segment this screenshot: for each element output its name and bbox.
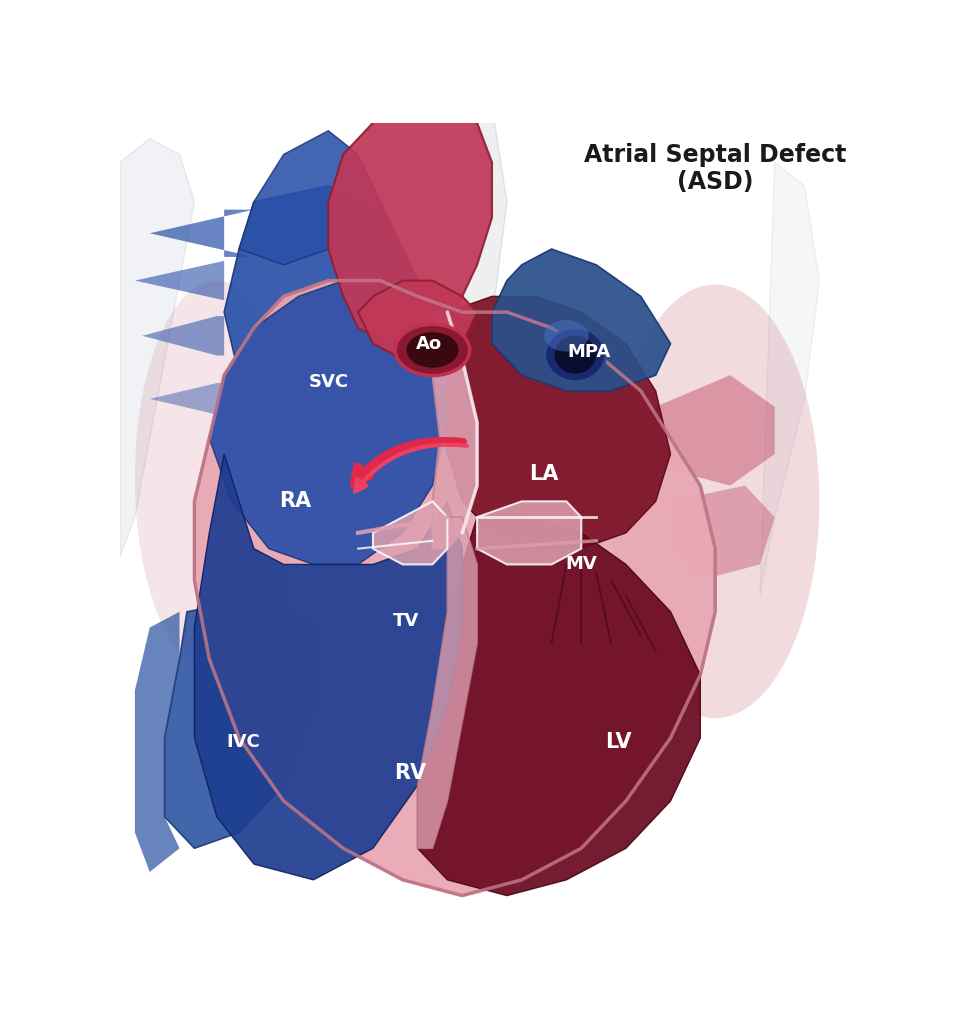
- Text: IVC: IVC: [226, 733, 259, 751]
- Polygon shape: [239, 131, 388, 265]
- Ellipse shape: [544, 319, 588, 351]
- Text: MPA: MPA: [567, 343, 611, 360]
- Text: RV: RV: [395, 763, 426, 783]
- Polygon shape: [358, 108, 507, 423]
- Polygon shape: [372, 502, 447, 564]
- Polygon shape: [150, 210, 253, 257]
- Polygon shape: [150, 383, 225, 415]
- Polygon shape: [165, 596, 313, 848]
- Ellipse shape: [545, 328, 606, 382]
- Polygon shape: [670, 485, 775, 581]
- Text: SVC: SVC: [308, 373, 348, 390]
- Polygon shape: [194, 454, 463, 880]
- Text: LA: LA: [529, 464, 559, 483]
- Polygon shape: [209, 281, 447, 564]
- Polygon shape: [477, 502, 581, 564]
- Polygon shape: [194, 281, 715, 896]
- Polygon shape: [418, 517, 477, 848]
- Polygon shape: [120, 138, 194, 557]
- Text: MV: MV: [565, 555, 597, 573]
- Ellipse shape: [396, 325, 469, 376]
- Polygon shape: [134, 611, 180, 872]
- Polygon shape: [440, 296, 670, 549]
- Polygon shape: [418, 517, 701, 896]
- Ellipse shape: [611, 285, 820, 718]
- Polygon shape: [492, 249, 670, 391]
- Polygon shape: [328, 108, 492, 344]
- Ellipse shape: [406, 332, 459, 368]
- Polygon shape: [656, 375, 775, 485]
- Polygon shape: [358, 281, 477, 359]
- Text: Atrial Septal Defect
(ASD): Atrial Septal Defect (ASD): [584, 142, 847, 195]
- Polygon shape: [760, 163, 820, 596]
- Text: Ao: Ao: [416, 335, 442, 352]
- Text: RA: RA: [278, 492, 311, 511]
- Polygon shape: [142, 316, 225, 355]
- Ellipse shape: [555, 336, 596, 374]
- Text: LV: LV: [605, 732, 632, 752]
- Text: TV: TV: [394, 612, 420, 630]
- Polygon shape: [134, 261, 225, 300]
- Polygon shape: [225, 186, 418, 438]
- Ellipse shape: [134, 281, 299, 675]
- Polygon shape: [432, 312, 477, 549]
